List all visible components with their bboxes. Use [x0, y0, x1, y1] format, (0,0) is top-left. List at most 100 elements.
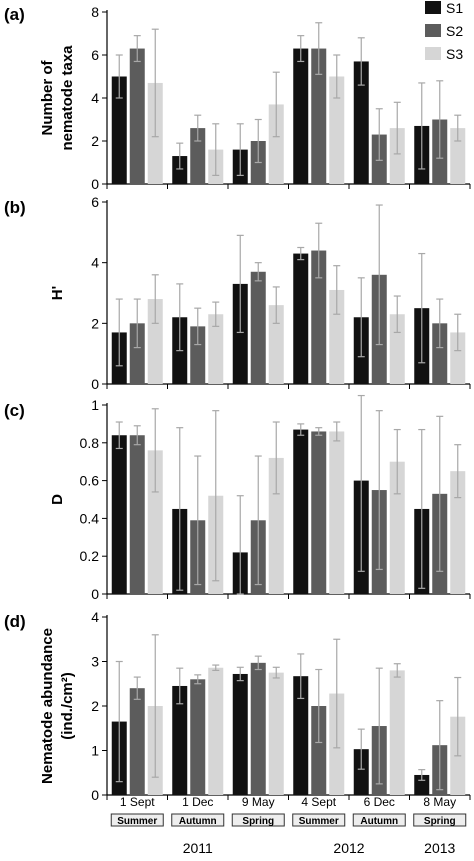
- bar-s3: [450, 128, 466, 184]
- y-axis-title: (ind./cm²): [59, 672, 76, 740]
- y-axis-title: nematode taxa: [59, 45, 76, 151]
- bar-s3: [450, 471, 466, 594]
- y-tick-label: 1: [91, 397, 99, 413]
- season-label: Spring: [242, 816, 274, 827]
- legend-label-s2: S2: [446, 23, 463, 39]
- bar-s1: [293, 429, 309, 594]
- bar-s3: [268, 305, 284, 384]
- bar-s3: [389, 128, 405, 184]
- bar-s2: [311, 250, 327, 384]
- bar-s2: [311, 48, 327, 184]
- bar-s2: [250, 271, 266, 384]
- bar-s3: [147, 299, 163, 384]
- bar-s2: [129, 48, 145, 184]
- bar-s2: [129, 688, 145, 795]
- y-tick-label: 0.8: [80, 435, 100, 451]
- y-axis-title: Nematode abundance: [39, 628, 56, 784]
- legend-swatch-s2: [425, 24, 441, 37]
- bar-s2: [250, 662, 266, 795]
- panel-label-a: (a): [4, 5, 25, 24]
- y-tick-label: 0.6: [80, 473, 100, 489]
- legend-swatch-s3: [425, 47, 441, 60]
- bar-s2: [311, 706, 327, 795]
- bar-s2: [129, 435, 145, 594]
- bar-s1: [172, 156, 188, 184]
- season-box: [413, 813, 467, 827]
- panel-b: (b) 0 2 4 6 H': [4, 194, 471, 392]
- y-tick-label: 0: [91, 376, 99, 392]
- bar-s1: [293, 253, 309, 384]
- bar-s1: [414, 774, 430, 795]
- bar-s2: [432, 323, 448, 384]
- y-tick-label: 4: [91, 609, 99, 625]
- y-axis-title: H': [49, 286, 66, 300]
- y-tick-label: 2: [91, 315, 99, 331]
- legend: S1 S2 S3: [425, 0, 463, 62]
- legend-label-s1: S1: [446, 0, 463, 16]
- bar-s2: [190, 326, 206, 384]
- season-label: Summer: [117, 816, 157, 827]
- season-box: [231, 813, 285, 827]
- legend-swatch-s1: [425, 1, 441, 14]
- y-tick-label: 0: [91, 176, 99, 192]
- season-box: [171, 813, 225, 827]
- y-tick-label: 2: [91, 133, 99, 149]
- bar-s3: [389, 314, 405, 384]
- panel-label-b: (b): [4, 198, 26, 217]
- panel-a: (a) 0 2 4 6 8 Number of nematode taxa: [4, 4, 471, 192]
- x-axis-categories: 1 Sept 1 Dec 9 May 4 Sept 6 Dec 8 May Su…: [110, 795, 467, 856]
- y-tick-label: 6: [91, 194, 99, 210]
- date-label: 1 Sept: [120, 795, 155, 809]
- date-label: 8 May: [423, 795, 456, 809]
- y-tick-label: 1: [91, 743, 99, 759]
- bar-s1: [293, 676, 309, 795]
- year-label: 2012: [333, 840, 364, 856]
- panel-c: (c) 0 0.2 0.4 0.6 0.8 1 D: [4, 394, 471, 602]
- y-tick-label: 2: [91, 698, 99, 714]
- bar-s3: [329, 431, 345, 594]
- bar-s1: [293, 48, 309, 184]
- bar-s1: [353, 61, 369, 185]
- bar-s3: [450, 332, 466, 384]
- y-tick-label: 6: [91, 47, 99, 63]
- legend-label-s3: S3: [446, 46, 463, 62]
- bar-s3: [329, 289, 345, 384]
- season-label: Summer: [299, 816, 339, 827]
- bar-s3: [389, 461, 405, 594]
- bar-s3: [268, 104, 284, 184]
- bar-s3: [389, 670, 405, 795]
- bar-s2: [129, 323, 145, 384]
- panel-label-d: (d): [4, 612, 26, 631]
- bar-s2: [190, 128, 206, 184]
- year-label: 2013: [424, 840, 455, 856]
- bar-s2: [190, 679, 206, 795]
- bar-s3: [329, 76, 345, 184]
- bar-s1: [111, 76, 127, 184]
- bar-s3: [268, 672, 284, 795]
- bar-s1: [353, 749, 369, 795]
- date-label: 4 Sept: [301, 795, 336, 809]
- y-tick-label: 0.4: [80, 510, 100, 526]
- y-tick-label: 0.2: [80, 548, 100, 564]
- season-label: Autumn: [360, 816, 398, 827]
- season-box: [110, 813, 164, 827]
- season-label: Spring: [424, 816, 456, 827]
- bar-s3: [208, 667, 224, 795]
- y-tick-label: 8: [91, 4, 99, 20]
- y-tick-label: 4: [91, 90, 99, 106]
- date-label: 9 May: [242, 795, 275, 809]
- y-tick-label: 0: [91, 586, 99, 602]
- panel-d: (d) 0 1 2 3 4 Nematode abundance (ind./cm²): [4, 609, 471, 803]
- y-tick-label: 4: [91, 255, 99, 271]
- bar-s3: [147, 450, 163, 594]
- bar-s2: [311, 431, 327, 594]
- y-tick-label: 3: [91, 654, 99, 670]
- y-tick-label: 0: [91, 787, 99, 803]
- date-label: 6 Dec: [364, 795, 395, 809]
- date-label: 1 Dec: [182, 795, 213, 809]
- season-label: Autumn: [179, 816, 217, 827]
- bar-s1: [232, 673, 248, 795]
- season-box: [292, 813, 346, 827]
- bar-s1: [172, 685, 188, 795]
